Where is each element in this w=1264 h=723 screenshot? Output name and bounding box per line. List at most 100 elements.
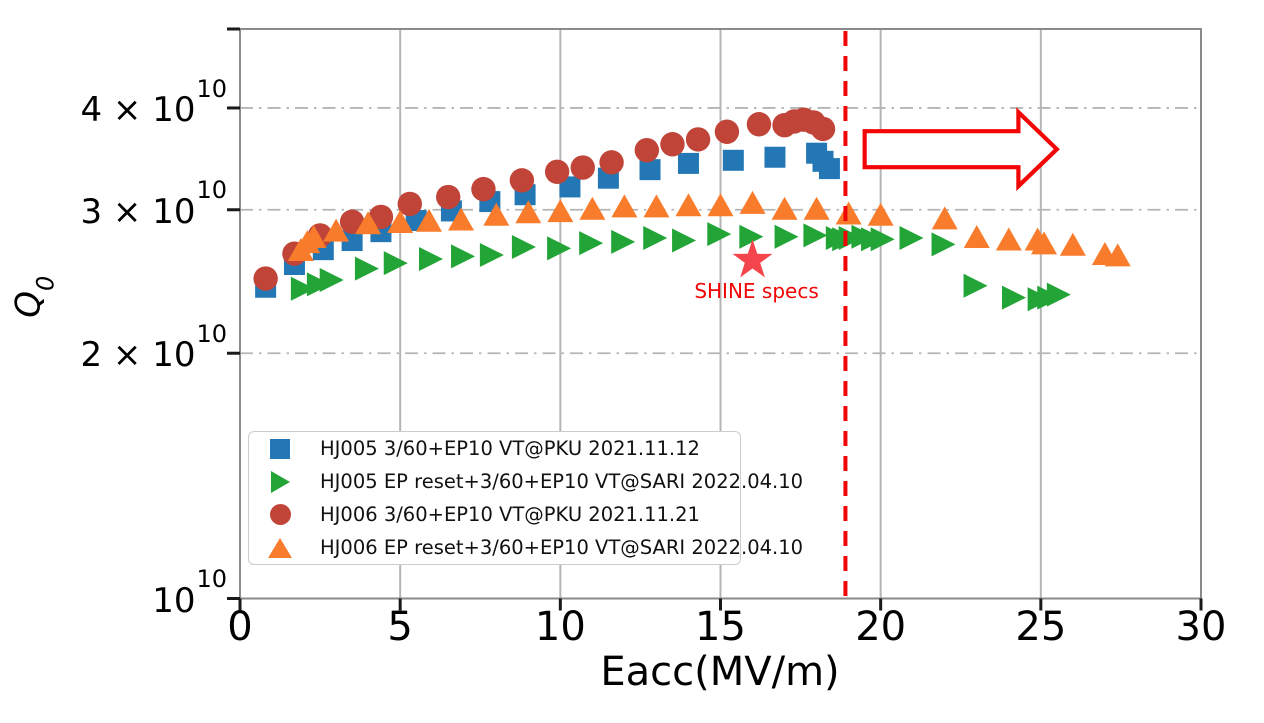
data-point-triangle-right xyxy=(611,229,636,254)
x-tick-label: 5 xyxy=(387,604,413,650)
data-point-triangle-up xyxy=(803,196,830,220)
x-tick-label: 20 xyxy=(855,604,907,650)
legend-row: HJ006 3/60+EP10 VT@PKU 2021.11.21 xyxy=(249,498,740,531)
data-point-triangle-right xyxy=(479,242,504,267)
data-point-square xyxy=(818,158,840,180)
data-point-triangle-up xyxy=(387,209,414,233)
data-point-triangle-right xyxy=(870,227,895,252)
data-point-triangle-up xyxy=(448,207,475,231)
shine-specs-star-icon xyxy=(732,239,773,278)
data-point-triangle-right xyxy=(931,232,956,257)
x-tick-label: 15 xyxy=(695,604,746,650)
data-point-circle xyxy=(253,266,278,291)
data-point-circle xyxy=(544,159,570,184)
data-point-square xyxy=(559,176,581,198)
data-point-triangle-right xyxy=(672,228,697,253)
y-tick-label: 1010 xyxy=(152,565,227,621)
data-point-square xyxy=(722,149,744,171)
data-point-triangle-up xyxy=(771,196,798,220)
data-point-circle xyxy=(634,137,660,163)
data-point-triangle-up xyxy=(995,227,1022,251)
data-point-triangle-right xyxy=(354,256,379,281)
x-tick-label: 0 xyxy=(227,604,253,650)
data-point-triangle-up xyxy=(739,190,766,214)
data-point-triangle-right xyxy=(899,225,924,250)
data-point-triangle-up xyxy=(300,224,327,248)
data-point-triangle-up xyxy=(1104,243,1131,267)
push-higher-arrow-icon xyxy=(862,107,1060,192)
legend-row: HJ005 EP reset+3/60+EP10 VT@SARI 2022.04… xyxy=(249,465,803,498)
data-point-square xyxy=(639,159,661,181)
shine-specs-annotation: SHINE specs xyxy=(694,279,819,304)
data-point-circle xyxy=(509,168,535,193)
legend-triangle-up-marker-icon xyxy=(268,537,292,558)
data-point-square xyxy=(341,230,363,252)
data-point-triangle-up xyxy=(515,200,542,224)
y-tick-label: 3 × 1010 xyxy=(80,176,227,232)
y-axis-label-base: Q xyxy=(8,290,49,318)
legend-triangle-right-marker-icon xyxy=(270,470,290,493)
data-point-triangle-up xyxy=(931,206,958,230)
data-point-triangle-up xyxy=(483,202,510,226)
y-axis-label-sub: 0 xyxy=(31,275,60,291)
data-point-triangle-up xyxy=(835,201,862,225)
data-point-triangle-up xyxy=(611,194,638,218)
x-tick-label: 25 xyxy=(1015,604,1067,650)
legend-square-marker-icon xyxy=(270,438,290,459)
data-point-triangle-right xyxy=(1046,282,1071,307)
data-point-triangle-right xyxy=(383,251,408,276)
data-point-circle xyxy=(339,209,365,234)
data-point-circle xyxy=(436,184,461,210)
data-point-triangle-up xyxy=(579,196,606,220)
data-point-triangle-right xyxy=(547,236,572,261)
data-point-circle xyxy=(746,112,772,137)
legend-label: HJ005 EP reset+3/60+EP10 VT@SARI 2022.04… xyxy=(320,469,804,493)
legend-row: HJ006 EP reset+3/60+EP10 VT@SARI 2022.04… xyxy=(249,531,803,564)
data-point-circle xyxy=(685,127,711,152)
data-point-triangle-up xyxy=(355,211,382,235)
data-point-triangle-right xyxy=(1002,285,1027,310)
data-point-triangle-right xyxy=(579,231,604,256)
data-point-circle xyxy=(368,204,394,230)
x-tick-label: 30 xyxy=(1175,604,1227,650)
data-point-triangle-right xyxy=(306,272,331,297)
data-point-triangle-up xyxy=(867,202,894,226)
data-point-circle xyxy=(570,155,595,180)
y-tick-label: 2 × 1010 xyxy=(80,319,227,376)
data-point-circle xyxy=(599,150,624,175)
data-point-circle xyxy=(397,191,422,217)
data-point-triangle-right xyxy=(803,223,828,248)
data-point-triangle-up xyxy=(1031,231,1058,255)
y-axis-label: Q0 xyxy=(8,276,59,318)
data-point-triangle-up xyxy=(643,194,670,218)
data-point-triangle-right xyxy=(290,276,315,301)
data-point-triangle-up xyxy=(675,193,702,217)
data-point-triangle-right xyxy=(418,247,443,272)
data-point-triangle-up xyxy=(1059,232,1086,256)
data-point-triangle-up xyxy=(707,193,734,217)
data-point-triangle-right xyxy=(511,235,536,260)
data-point-circle xyxy=(714,119,740,144)
legend-label: HJ006 EP reset+3/60+EP10 VT@SARI 2022.04… xyxy=(320,535,804,559)
data-point-triangle-right xyxy=(739,224,764,249)
data-point-circle xyxy=(660,132,685,157)
data-point-circle xyxy=(810,116,836,142)
data-point-triangle-right xyxy=(643,225,668,250)
data-point-circle xyxy=(471,176,496,202)
legend-label: HJ006 3/60+EP10 VT@PKU 2021.11.21 xyxy=(320,502,700,526)
x-tick-label: 10 xyxy=(534,604,586,650)
legend-circle-marker-icon xyxy=(269,504,291,525)
data-point-triangle-up xyxy=(415,208,442,232)
data-point-triangle-right xyxy=(451,244,476,269)
data-point-square xyxy=(677,152,699,174)
y-tick-label: 4 × 1010 xyxy=(80,74,227,130)
data-point-triangle-up xyxy=(323,218,350,242)
data-point-triangle-right xyxy=(707,222,732,247)
data-point-triangle-up xyxy=(547,199,574,223)
x-axis-label: Eacc(MV/m) xyxy=(600,649,840,695)
data-point-triangle-up xyxy=(963,224,990,248)
data-point-triangle-right xyxy=(774,224,799,249)
data-point-square xyxy=(764,146,786,168)
